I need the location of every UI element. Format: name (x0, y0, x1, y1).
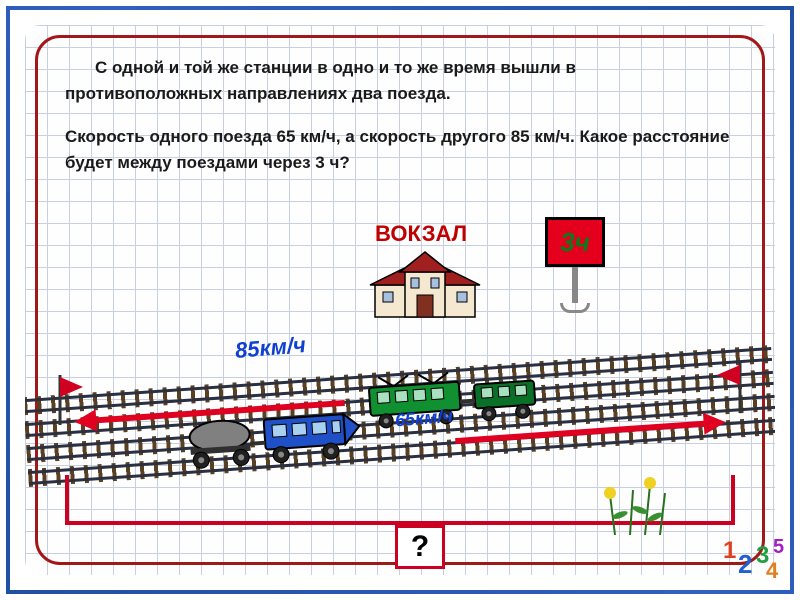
train-left (183, 401, 367, 478)
numbers-deco-icon: 1 2 3 4 5 (718, 528, 788, 583)
grid-background: С одной и той же станции в одно и то же … (25, 25, 775, 575)
question-box: ? (395, 525, 445, 569)
flag-right-icon (715, 363, 745, 413)
svg-text:1: 1 (723, 537, 736, 564)
time-value: 3ч (545, 217, 605, 267)
marker-flag-right (715, 363, 745, 418)
train-left-icon (183, 401, 367, 473)
svg-text:4: 4 (766, 558, 779, 583)
problem-line1: С одной и той же станции в одно и то же … (65, 55, 735, 106)
marker-flag-left (55, 375, 85, 430)
station-icon (365, 250, 485, 320)
problem-text: С одной и той же станции в одно и то же … (65, 55, 735, 175)
train-right (358, 363, 552, 439)
flowers-decoration (595, 475, 705, 540)
svg-text:5: 5 (773, 536, 784, 558)
problem-line2: Скорость одного поезда 65 км/ч, а скорос… (65, 124, 735, 175)
flowers-icon (595, 475, 705, 535)
station-building (365, 250, 485, 325)
flag-left-icon (55, 375, 85, 425)
time-sign: 3ч (545, 217, 605, 313)
svg-text:2: 2 (738, 549, 752, 579)
sign-pole (572, 267, 578, 303)
corner-decoration: 1 2 3 4 5 (718, 528, 788, 588)
train-right-icon (358, 363, 552, 434)
station-label: ВОКЗАЛ (375, 221, 467, 247)
sign-base (560, 303, 590, 313)
